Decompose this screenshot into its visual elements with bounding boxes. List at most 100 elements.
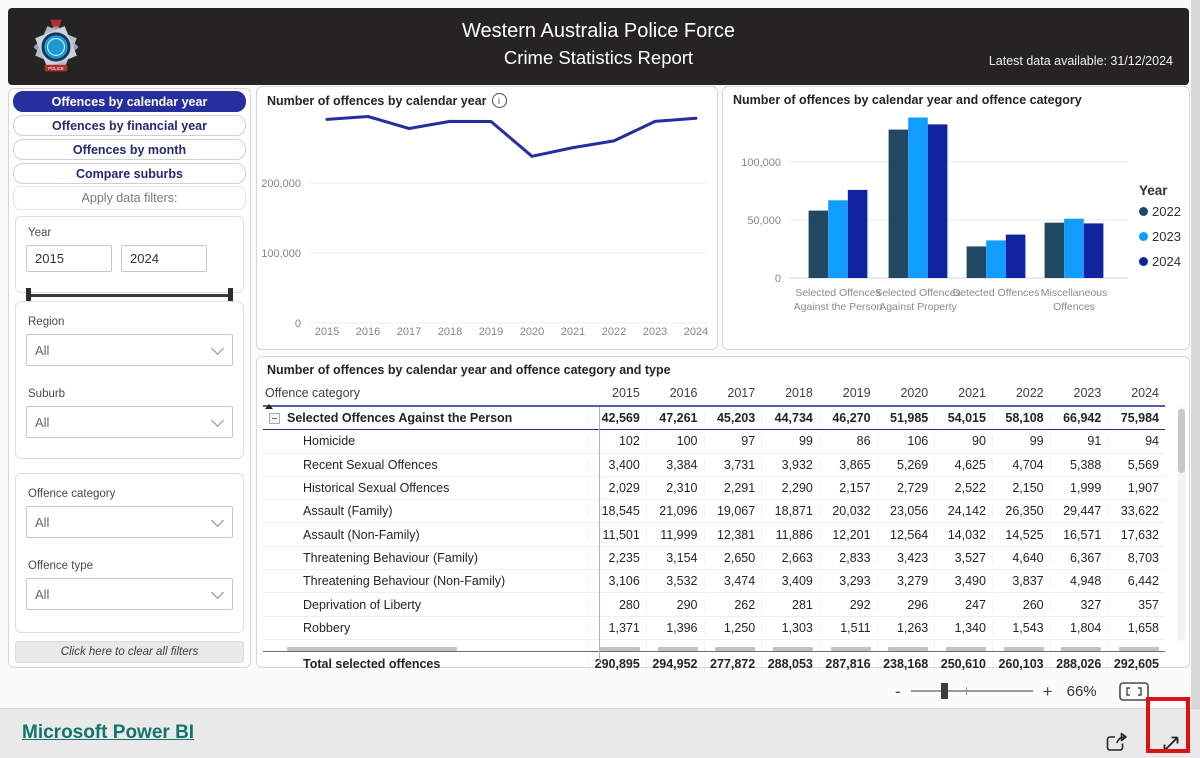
legend-item-2024[interactable]: 2024 <box>1139 254 1181 269</box>
matrix-value-cell[interactable]: 12,564 <box>876 527 935 542</box>
matrix-value-cell[interactable]: 26,350 <box>991 504 1050 519</box>
matrix-value-cell[interactable]: 106 <box>876 434 935 449</box>
matrix-value-cell[interactable]: 12,381 <box>703 527 762 542</box>
matrix-value-cell[interactable]: 1,263 <box>876 620 935 635</box>
region-select[interactable]: All <box>26 334 233 366</box>
matrix-value-cell[interactable]: 100 <box>645 434 704 449</box>
matrix-value-cell[interactable]: 19,067 <box>703 504 762 519</box>
matrix-value-cell[interactable]: 18,545 <box>588 504 646 519</box>
matrix-value-cell[interactable]: 2,290 <box>761 481 819 496</box>
matrix-value-cell[interactable]: 33,622 <box>1107 504 1165 519</box>
zoom-out-button[interactable]: - <box>895 681 901 701</box>
matrix-value-cell[interactable]: 3,532 <box>645 574 704 589</box>
offence-type-select[interactable]: All <box>26 578 233 610</box>
matrix-scrollbar[interactable] <box>1178 407 1185 641</box>
matrix-row[interactable]: Assault (Family) 18,545 21,096 19,067 18,871… <box>263 500 1165 524</box>
matrix-value-cell[interactable]: 51,985 <box>876 411 935 426</box>
matrix-value-cell[interactable]: 5,388 <box>1049 457 1108 472</box>
matrix-value-cell[interactable]: 29,447 <box>1049 504 1108 519</box>
matrix-value-cell[interactable]: 5,269 <box>876 457 935 472</box>
matrix-value-cell[interactable]: 44,734 <box>761 411 819 426</box>
matrix-year-column-header[interactable]: 2021 <box>958 386 986 400</box>
offences-line-series[interactable] <box>325 115 698 158</box>
matrix-value-cell[interactable]: 1,340 <box>934 620 992 635</box>
matrix-value-cell[interactable]: 11,501 <box>588 527 646 542</box>
matrix-year-column-header[interactable]: 2023 <box>1073 386 1102 400</box>
matrix-value-cell[interactable]: 8,703 <box>1107 550 1165 565</box>
bar-2022[interactable] <box>808 210 829 278</box>
matrix-row-header[interactable]: Offence category <box>263 386 588 409</box>
matrix-value-cell[interactable]: 4,704 <box>991 457 1050 472</box>
matrix-value-cell[interactable]: 24,142 <box>934 504 992 519</box>
matrix-value-cell[interactable]: 46,270 <box>818 411 877 426</box>
matrix-value-cell[interactable]: 54,015 <box>934 411 992 426</box>
matrix-value-cell[interactable]: 4,948 <box>1049 574 1108 589</box>
matrix-year-column-header[interactable]: 2024 <box>1131 386 1159 400</box>
matrix-value-cell[interactable]: 3,279 <box>876 574 935 589</box>
matrix-value-cell[interactable]: 1,658 <box>1107 620 1165 635</box>
matrix-value-cell[interactable]: 97 <box>703 434 762 449</box>
matrix-value-cell[interactable]: 281 <box>761 597 819 612</box>
matrix-value-cell[interactable]: 16,571 <box>1049 527 1108 542</box>
matrix-value-cell[interactable]: 2,029 <box>588 481 646 496</box>
matrix-value-cell[interactable]: 3,731 <box>703 457 762 472</box>
matrix-value-cell[interactable]: 238,168 <box>876 656 935 671</box>
bar-2022[interactable] <box>966 246 987 278</box>
matrix-value-cell[interactable]: 290,895 <box>588 656 646 671</box>
zoom-slider[interactable] <box>910 683 1033 699</box>
matrix-value-cell[interactable]: 1,371 <box>588 620 646 635</box>
matrix-value-cell[interactable]: 6,367 <box>1049 550 1108 565</box>
matrix-value-cell[interactable]: 75,984 <box>1107 411 1165 426</box>
zoom-in-button[interactable]: + <box>1042 681 1053 701</box>
matrix-value-cell[interactable]: 6,442 <box>1107 574 1165 589</box>
matrix-value-cell[interactable]: 11,999 <box>645 527 704 542</box>
matrix-row[interactable]: Recent Sexual Offences 3,400 3,384 3,731 3,9… <box>263 454 1165 477</box>
bar-2024[interactable] <box>1005 234 1026 278</box>
nav-offences-by-financial-year[interactable]: Offences by financial year <box>13 115 246 136</box>
matrix-value-cell[interactable]: 2,663 <box>761 550 819 565</box>
matrix-row[interactable]: Deprivation of Liberty 280 290 262 281 292 296… <box>263 593 1165 617</box>
matrix-value-cell[interactable]: 1,804 <box>1049 620 1108 635</box>
matrix-value-cell[interactable]: 260 <box>991 597 1050 612</box>
legend-item-2023[interactable]: 2023 <box>1139 229 1181 244</box>
matrix-row[interactable]: Threatening Behaviour (Non-Family) 3,106 3… <box>263 570 1165 594</box>
matrix-value-cell[interactable]: 294,952 <box>645 656 704 671</box>
matrix-value-cell[interactable]: 86 <box>818 434 877 449</box>
matrix-value-cell[interactable]: 1,303 <box>761 620 819 635</box>
zoom-slider-handle[interactable] <box>940 683 948 699</box>
matrix-value-cell[interactable]: 1,907 <box>1107 481 1165 496</box>
bar-2024[interactable] <box>1083 223 1104 278</box>
matrix-group-row[interactable]: Selected Offences Against the Person 42,5… <box>263 407 1165 431</box>
bar-2023[interactable] <box>908 117 928 279</box>
matrix-value-cell[interactable]: 2,291 <box>703 481 762 496</box>
matrix-value-cell[interactable]: 91 <box>1049 434 1108 449</box>
matrix-value-cell[interactable]: 17,632 <box>1107 527 1165 542</box>
matrix-value-cell[interactable]: 3,384 <box>645 457 704 472</box>
bar-2023[interactable] <box>828 200 848 278</box>
matrix-row[interactable]: Historical Sexual Offences 2,029 2,310 2,29… <box>263 477 1165 501</box>
legend-item-2022[interactable]: 2022 <box>1139 204 1181 219</box>
bar-2024[interactable] <box>927 124 948 279</box>
matrix-value-cell[interactable]: 247 <box>934 597 992 612</box>
year-to-input[interactable] <box>121 245 207 272</box>
matrix-year-column-header[interactable]: 2017 <box>727 386 756 400</box>
matrix-value-cell[interactable]: 327 <box>1049 597 1108 612</box>
year-slider-handle-right[interactable] <box>228 288 233 302</box>
matrix-value-cell[interactable]: 3,837 <box>991 574 1050 589</box>
bar-2022[interactable] <box>1044 222 1065 278</box>
matrix-value-cell[interactable]: 1,250 <box>703 620 762 635</box>
matrix-value-cell[interactable]: 11,886 <box>761 527 819 542</box>
matrix-value-cell[interactable]: 3,154 <box>645 550 704 565</box>
matrix-value-cell[interactable]: 296 <box>876 597 935 612</box>
matrix-value-cell[interactable]: 14,525 <box>991 527 1050 542</box>
matrix-value-cell[interactable]: 3,865 <box>818 457 877 472</box>
matrix-value-cell[interactable]: 42,569 <box>588 411 646 426</box>
matrix-value-cell[interactable]: 277,872 <box>703 656 762 671</box>
matrix-value-cell[interactable]: 2,522 <box>934 481 992 496</box>
bar-2023[interactable] <box>986 240 1006 278</box>
matrix-row[interactable]: Assault (Non-Family) 11,501 11,999 12,381 11… <box>263 523 1165 547</box>
collapse-minus-icon[interactable] <box>269 412 280 424</box>
bar-2023[interactable] <box>1064 218 1084 278</box>
matrix-value-cell[interactable]: 58,108 <box>991 411 1050 426</box>
matrix-value-cell[interactable]: 1,999 <box>1049 481 1108 496</box>
